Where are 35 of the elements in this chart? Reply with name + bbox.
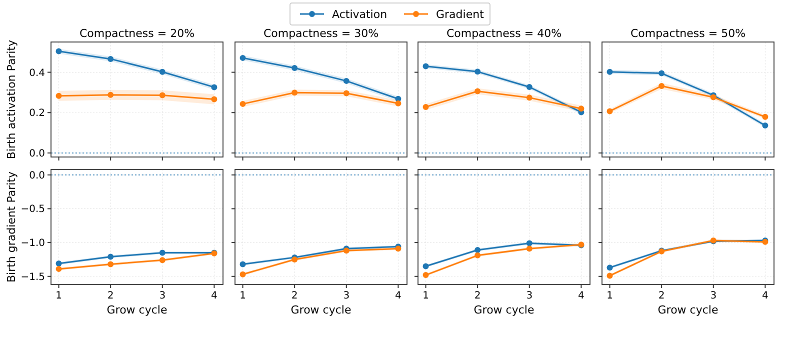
legend-label: Gradient xyxy=(436,8,485,21)
x-tick-label: 1 xyxy=(422,290,429,302)
y-tick-label: 0.0 xyxy=(29,148,45,160)
x-axis-title: Grow cycle xyxy=(106,304,168,316)
y-axis-title: Birth activation Parity xyxy=(5,39,18,160)
y-tick-label: −1.5 xyxy=(20,272,45,283)
x-tick-label: 2 xyxy=(107,290,114,302)
x-tick-label: 4 xyxy=(762,290,768,302)
x-tick-label: 4 xyxy=(211,290,218,302)
x-tick-label: 1 xyxy=(240,290,246,302)
x-tick-label: 1 xyxy=(606,290,613,302)
x-tick-label: 2 xyxy=(291,290,298,302)
y-axis-title: Birth gradient Parity xyxy=(5,171,18,283)
y-tick-label: 0.4 xyxy=(29,68,45,79)
x-axis-title: Grow cycle xyxy=(290,304,352,316)
x-tick-label: 1 xyxy=(56,290,62,302)
chart-title: Compactness = 30% xyxy=(263,27,379,40)
y-tick-label: −1.0 xyxy=(20,238,45,250)
x-tick-label: 2 xyxy=(658,290,665,302)
y-tick-label: 0.2 xyxy=(29,108,45,120)
chart-title: Compactness = 50% xyxy=(630,27,746,40)
chart-title: Compactness = 40% xyxy=(446,27,562,40)
x-tick-label: 3 xyxy=(710,290,717,302)
x-tick-label: 4 xyxy=(578,290,584,302)
x-axis-title: Grow cycle xyxy=(658,304,718,316)
x-tick-label: 3 xyxy=(159,290,166,302)
x-tick-label: 4 xyxy=(395,290,402,302)
x-axis-title: Grow cycle xyxy=(474,304,534,316)
y-tick-label: 0.0 xyxy=(29,170,45,182)
legend-label: Activation xyxy=(332,8,388,21)
x-tick-label: 3 xyxy=(526,290,533,302)
x-tick-label: 2 xyxy=(474,290,481,302)
x-tick-label: 3 xyxy=(343,290,350,302)
y-tick-label: −0.5 xyxy=(20,204,45,216)
chart-title: Compactness = 20% xyxy=(79,27,195,40)
